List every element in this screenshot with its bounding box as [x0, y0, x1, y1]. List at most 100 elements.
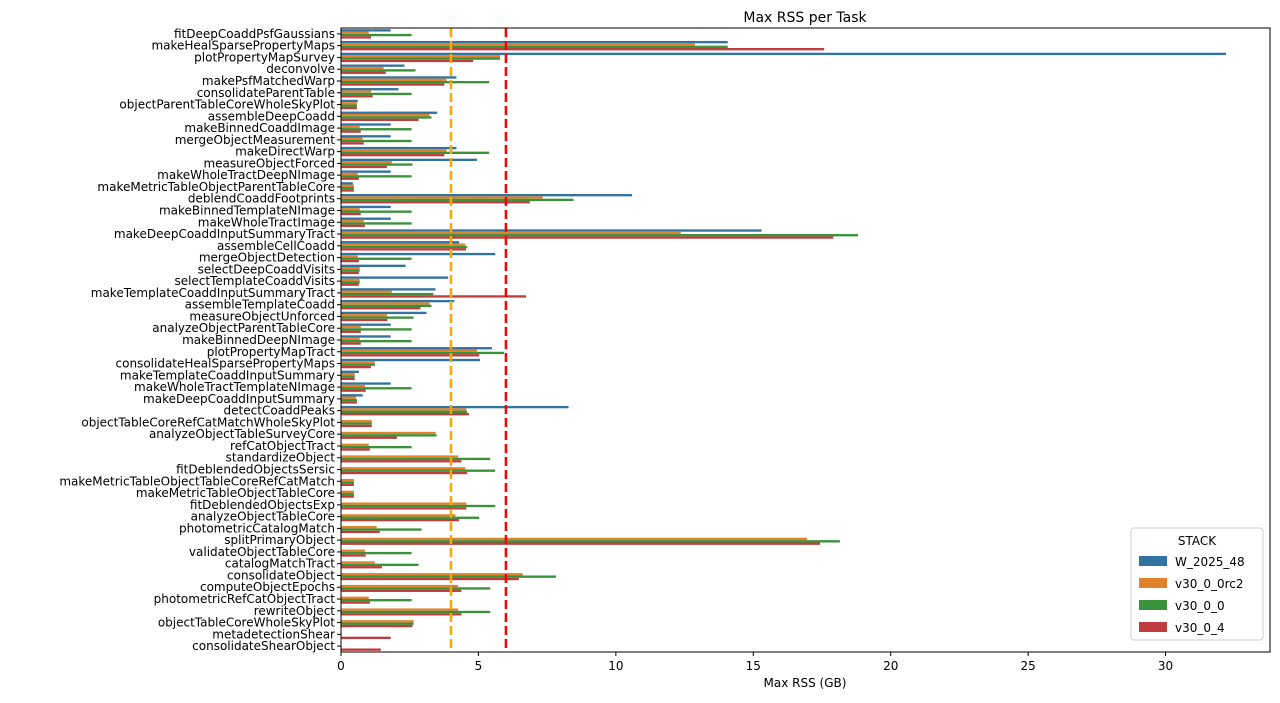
bar-v30_0_4-makeWholeTractDeepNImage [341, 177, 359, 180]
bars-group [341, 29, 1227, 651]
bar-v30_0_4-deconvolve [341, 71, 386, 74]
y-tick-label: makeDirectWarp [235, 145, 335, 159]
bar-W_2025_48-deconvolve [341, 64, 405, 67]
bar-v30_0_0-deblendCoaddFootprints [341, 198, 574, 202]
bar-W_2025_48-makeDeepCoaddInputSummaryTract [341, 229, 762, 232]
bar-v30_0_0-rewriteObject [341, 610, 491, 614]
y-tick-label: detectCoaddPeaks [224, 404, 335, 418]
y-tick-label: fitDeepCoaddPsfGaussians [174, 27, 335, 41]
legend: STACK W_2025_48 v30_0_0rc2 v30_0_0 v30_0_4 [1130, 527, 1264, 641]
y-tick-label: consolidateHealSparsePropertyMaps [116, 357, 335, 371]
bar-v30_0_0-objectParentTableCoreWholeSkyPlot [341, 104, 357, 107]
bar-W_2025_48-assembleCellCoadd [341, 241, 460, 244]
bar-v30_0_4-photometricRefCatObjectTract [341, 601, 370, 604]
bar-v30_0_0rc2-makeWholeTractImage [341, 219, 364, 223]
bar-v30_0_0-makeDeepCoaddInputSummary [341, 398, 357, 402]
bar-v30_0_4-assembleCellCoadd [341, 248, 467, 251]
bar-v30_0_4-measureObjectUnforced [341, 318, 388, 322]
bar-v30_0_0rc2-computeObjectEpochs [341, 584, 459, 588]
bar-W_2025_48-mergeObjectDetection [341, 252, 496, 256]
bar-W_2025_48-plotPropertyMapSurvey [341, 52, 1227, 56]
bar-v30_0_0rc2-analyzeObjectTableSurveyCore [341, 431, 436, 435]
bar-v30_0_0rc2-catalogMatchTract [341, 561, 375, 564]
legend-swatch [1139, 556, 1167, 566]
bar-v30_0_0rc2-makeMetricTableObjectParentTableCore [341, 184, 354, 187]
bar-v30_0_0rc2-makePsfMatchedWarp [341, 78, 447, 81]
bar-v30_0_4-consolidateObject [341, 577, 519, 581]
y-tick-label: fitDeblendedObjectsExp [190, 498, 335, 512]
bar-v30_0_4-mergeObjectMeasurement [341, 142, 364, 145]
y-tick-label: consolidateObject [227, 568, 335, 582]
bar-v30_0_0-selectTemplateCoaddVisits [341, 281, 360, 284]
bar-v30_0_0-assembleCellCoadd [341, 245, 468, 249]
y-tick-label: analyzeObjectTableSurveyCore [149, 427, 335, 441]
bar-v30_0_0-fitDeepCoaddPsfGaussians [341, 33, 412, 37]
bar-v30_0_0-analyzeObjectTableCore [341, 516, 480, 519]
bar-W_2025_48-makeMetricTableObjectParentTableCore [341, 182, 353, 185]
bar-v30_0_4-fitDeblendedObjectsExp [341, 507, 467, 510]
bar-v30_0_0rc2-fitDeblendedObjectsSersic [341, 467, 466, 470]
bar-v30_0_4-makeMetricTableObjectTableCoreRefCatMatch [341, 483, 354, 486]
bar-v30_0_4-consolidateParentTable [341, 95, 373, 98]
bar-v30_0_4-plotPropertyMapTract [341, 354, 480, 357]
bar-v30_0_0rc2-plotPropertyMapSurvey [341, 55, 501, 58]
bar-W_2025_48-consolidateParentTable [341, 88, 399, 91]
bar-v30_0_0rc2-assembleCellCoadd [341, 243, 466, 246]
bar-v30_0_0-fitDeblendedObjectsExp [341, 504, 496, 508]
y-tick-label: deconvolve [266, 62, 335, 76]
x-tick-label: 5 [475, 659, 483, 673]
reference-lines [449, 28, 508, 652]
bar-v30_0_0rc2-deblendCoaddFootprints [341, 196, 543, 199]
bar-v30_0_4-metadetectionShear [341, 636, 391, 640]
y-tick-label: selectDeepCoaddVisits [198, 262, 335, 276]
bar-v30_0_4-makeHealSparsePropertyMaps [341, 48, 825, 51]
bar-v30_0_0rc2-objectTableCoreRefCatMatchWholeSkyPlot [341, 420, 372, 423]
bar-v30_0_4-makeBinnedDeepNImage [341, 342, 361, 345]
y-tick-label: makeMetricTableObjectParentTableCore [97, 180, 335, 194]
bar-v30_0_4-objectParentTableCoreWholeSkyPlot [341, 106, 357, 110]
y-tick-label: makeWholeTractDeepNImage [157, 168, 335, 182]
bar-v30_0_0-plotPropertyMapTract [341, 351, 504, 355]
bar-v30_0_0rc2-assembleDeepCoadd [341, 113, 430, 117]
y-tick-label: makeWholeTractTemplateNImage [134, 380, 335, 394]
bar-v30_0_0-fitDeblendedObjectsSersic [341, 469, 496, 472]
y-tick-label: makeDeepCoaddInputSummaryTract [114, 227, 335, 241]
bar-v30_0_4-makeMetricTableObjectTableCore [341, 495, 354, 498]
bar-v30_0_4-analyzeObjectParentTableCore [341, 330, 361, 333]
y-tick-label: plotPropertyMapSurvey [194, 50, 335, 64]
bar-W_2025_48-detectCoaddPeaks [341, 405, 569, 409]
bar-v30_0_4-consolidateShearObject [341, 648, 381, 651]
bar-v30_0_4-analyzeObjectTableSurveyCore [341, 436, 397, 439]
bar-v30_0_0rc2-deconvolve [341, 66, 384, 70]
y-tick-label: computeObjectEpochs [200, 580, 335, 594]
bar-v30_0_0-makeDeepCoaddInputSummaryTract [341, 234, 858, 237]
bar-v30_0_0rc2-plotPropertyMapTract [341, 349, 478, 352]
bar-v30_0_4-makeBinnedCoaddImage [341, 130, 361, 133]
chart-title: Max RSS per Task [743, 10, 867, 26]
bar-W_2025_48-assembleDeepCoadd [341, 111, 438, 114]
bar-v30_0_0-mergeObjectDetection [341, 257, 412, 260]
bar-v30_0_4-makeWholeTractTemplateNImage [341, 389, 366, 392]
bar-v30_0_0rc2-photometricRefCatObjectTract [341, 596, 369, 600]
bar-v30_0_0rc2-makeMetricTableObjectTableCore [341, 490, 354, 494]
y-tick-label: photometricRefCatObjectTract [154, 592, 336, 606]
bar-v30_0_0-makeWholeTractDeepNImage [341, 175, 412, 178]
bar-v30_0_0rc2-mergeObjectMeasurement [341, 137, 363, 140]
y-tick-label: makePsfMatchedWarp [202, 74, 335, 88]
bar-v30_0_0-deconvolve [341, 69, 416, 72]
bar-v30_0_4-selectTemplateCoaddVisits [341, 283, 359, 286]
plot-frame [340, 27, 1271, 653]
bar-v30_0_0rc2-makeWholeTractDeepNImage [341, 172, 358, 176]
y-tick-label: catalogMatchTract [225, 557, 335, 571]
bar-v30_0_4-fitDeepCoaddPsfGaussians [341, 36, 371, 39]
y-tick-label: assembleCellCoadd [217, 239, 335, 253]
bar-v30_0_0-makeTemplateCoaddInputSummaryTract [341, 292, 434, 296]
bar-v30_0_4-splitPrimaryObject [341, 542, 821, 545]
bar-v30_0_4-refCatObjectTract [341, 448, 370, 451]
x-axis-label: Max RSS (GB) [764, 676, 847, 690]
bar-v30_0_0rc2-makeTemplateCoaddInputSummaryTract [341, 290, 392, 293]
bar-v30_0_0-analyzeObjectParentTableCore [341, 328, 412, 331]
bar-v30_0_4-consolidateHealSparsePropertyMaps [341, 365, 371, 369]
y-tick-label: makeTemplateCoaddInputSummary [120, 368, 335, 382]
bar-v30_0_4-fitDeblendedObjectsSersic [341, 471, 468, 475]
